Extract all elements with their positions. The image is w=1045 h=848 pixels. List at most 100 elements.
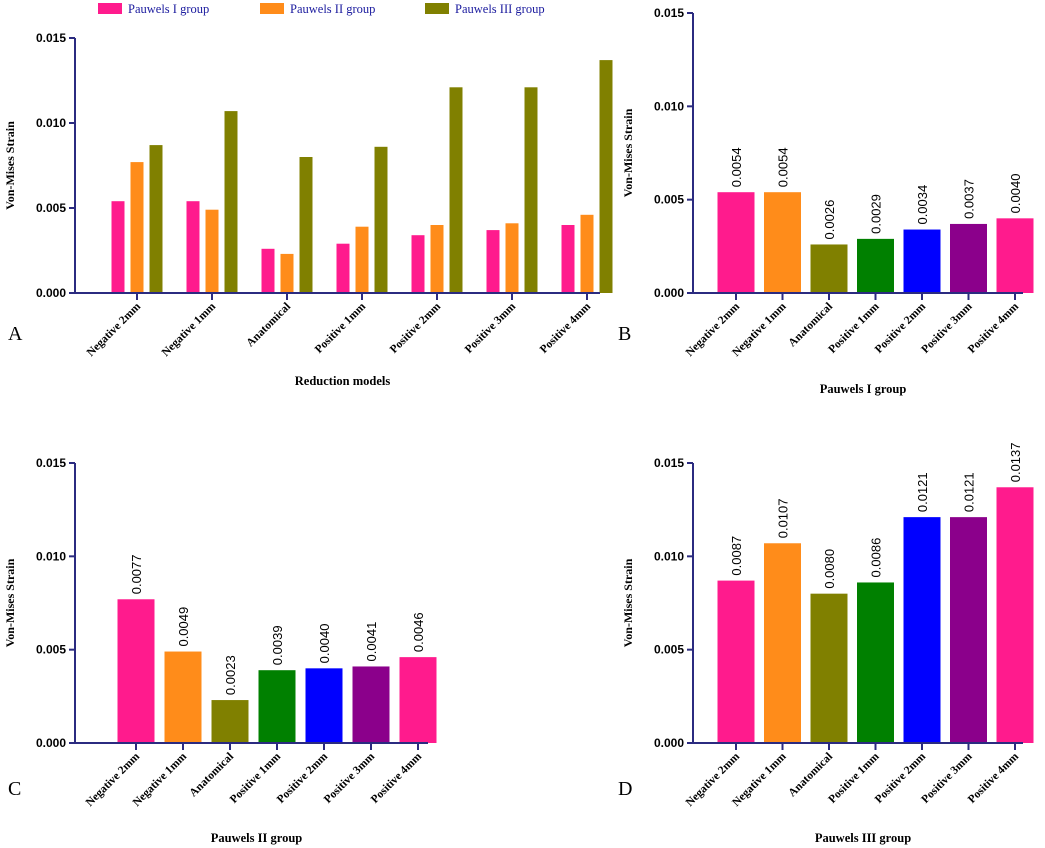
bar <box>164 651 202 743</box>
data-label: 0.0034 <box>915 185 930 225</box>
y-tick-label: 0.000 <box>36 736 66 750</box>
bar <box>258 670 296 743</box>
data-label: 0.0121 <box>915 472 930 512</box>
data-label: 0.0046 <box>411 612 426 652</box>
x-tick-label: Positive 4mm <box>538 300 594 356</box>
bar <box>205 209 219 293</box>
data-label: 0.0023 <box>223 655 238 695</box>
y-tick-label: 0.005 <box>654 193 684 207</box>
x-tick-label: Negative 2mm <box>85 300 144 359</box>
panel-letter: C <box>8 778 21 800</box>
x-axis-label: Pauwels III group <box>815 831 911 845</box>
bar <box>580 214 594 293</box>
bar <box>486 230 500 293</box>
y-tick-label: 0.010 <box>654 99 684 113</box>
y-axis-label: Von-Mises Strain <box>3 121 17 210</box>
bar <box>903 229 941 293</box>
bar <box>810 593 848 743</box>
data-label: 0.0040 <box>317 624 332 664</box>
y-tick-label: 0.010 <box>36 116 66 130</box>
data-label: 0.0029 <box>869 194 884 234</box>
x-axis-label: Pauwels II group <box>211 831 303 845</box>
legend-swatch <box>425 3 449 14</box>
y-tick-label: 0.015 <box>36 31 66 45</box>
panel-B: 0.0054 0.0054 0.0026 0.0029 0.0034 0.0037 0.00… <box>618 6 1034 396</box>
bar <box>117 599 155 743</box>
y-tick-label: 0.000 <box>654 736 684 750</box>
legend: Pauwels I group Pauwels II group Pauwels I… <box>98 2 545 16</box>
bar <box>355 226 369 293</box>
y-axis-label: Von-Mises Strain <box>3 558 17 647</box>
data-label: 0.0054 <box>776 147 791 187</box>
data-label: 0.0041 <box>364 622 379 662</box>
x-tick-label: Anatomical <box>786 301 835 350</box>
data-label: 0.0054 <box>729 147 744 187</box>
legend-swatch <box>260 3 284 14</box>
y-tick-label: 0.005 <box>36 201 66 215</box>
panel-C: 0.0077 0.0049 0.0023 0.0039 0.0040 0.0041 0.00… <box>3 456 437 845</box>
bar <box>336 243 350 293</box>
legend-label: Pauwels I group <box>128 2 209 16</box>
bar <box>411 235 425 293</box>
data-label: 0.0087 <box>729 536 744 576</box>
y-tick-label: 0.015 <box>654 456 684 470</box>
data-label: 0.0107 <box>776 499 791 539</box>
y-tick-label: 0.015 <box>36 456 66 470</box>
x-axis-label: Reduction models <box>295 374 391 388</box>
bar <box>299 157 313 293</box>
bar <box>186 201 200 293</box>
x-tick-label: Positive 4mm <box>966 750 1022 806</box>
y-tick-label: 0.010 <box>36 549 66 563</box>
panel-letter: A <box>8 323 23 345</box>
data-label: 0.0039 <box>270 625 285 665</box>
bar <box>524 87 538 293</box>
data-label: 0.0121 <box>962 472 977 512</box>
x-tick-label: Anatomical <box>786 751 835 800</box>
x-tick-label: Positive 3mm <box>463 300 519 356</box>
data-label: 0.0080 <box>822 549 837 589</box>
bar <box>950 517 987 743</box>
y-tick-label: 0.010 <box>654 549 684 563</box>
bar <box>449 87 463 293</box>
bar <box>857 582 894 743</box>
bar <box>430 225 444 293</box>
bar <box>352 666 390 743</box>
bar <box>111 201 125 293</box>
y-axis-label: Von-Mises Strain <box>621 108 635 197</box>
y-tick-label: 0.015 <box>654 6 684 20</box>
bar <box>996 487 1034 743</box>
y-axis-label: Von-Mises Strain <box>621 558 635 647</box>
bar <box>599 60 613 293</box>
panel-A: 0.000 0.005 0.010 0.015 Negative 2mm Negative… <box>3 2 613 388</box>
bar <box>211 700 249 743</box>
bar <box>261 248 275 293</box>
bar <box>374 146 388 293</box>
bar <box>280 253 294 293</box>
x-tick-label: Positive 4mm <box>369 750 425 806</box>
bar <box>717 580 755 743</box>
y-tick-label: 0.000 <box>36 286 66 300</box>
x-tick-label: Negative 1mm <box>160 300 219 359</box>
legend-swatch <box>98 3 122 14</box>
legend-label: Pauwels II group <box>290 2 375 16</box>
bar <box>149 145 163 293</box>
bar <box>717 192 755 293</box>
data-label: 0.0037 <box>962 179 977 219</box>
panel-letter: D <box>618 778 632 800</box>
data-label: 0.0086 <box>869 538 884 578</box>
y-tick-label: 0.000 <box>654 286 684 300</box>
bar <box>950 223 987 293</box>
x-axis-label: Pauwels I group <box>820 382 907 396</box>
bar <box>130 162 144 293</box>
x-tick-label: Positive 2mm <box>388 300 444 356</box>
bar <box>903 517 941 743</box>
bar <box>857 238 894 293</box>
bar <box>810 244 848 293</box>
data-label: 0.0026 <box>822 200 837 240</box>
bar <box>224 111 238 293</box>
y-tick-label: 0.005 <box>36 643 66 657</box>
y-tick-label: 0.005 <box>654 643 684 657</box>
legend-label: Pauwels III group <box>455 2 545 16</box>
panel-letter: B <box>618 323 631 345</box>
